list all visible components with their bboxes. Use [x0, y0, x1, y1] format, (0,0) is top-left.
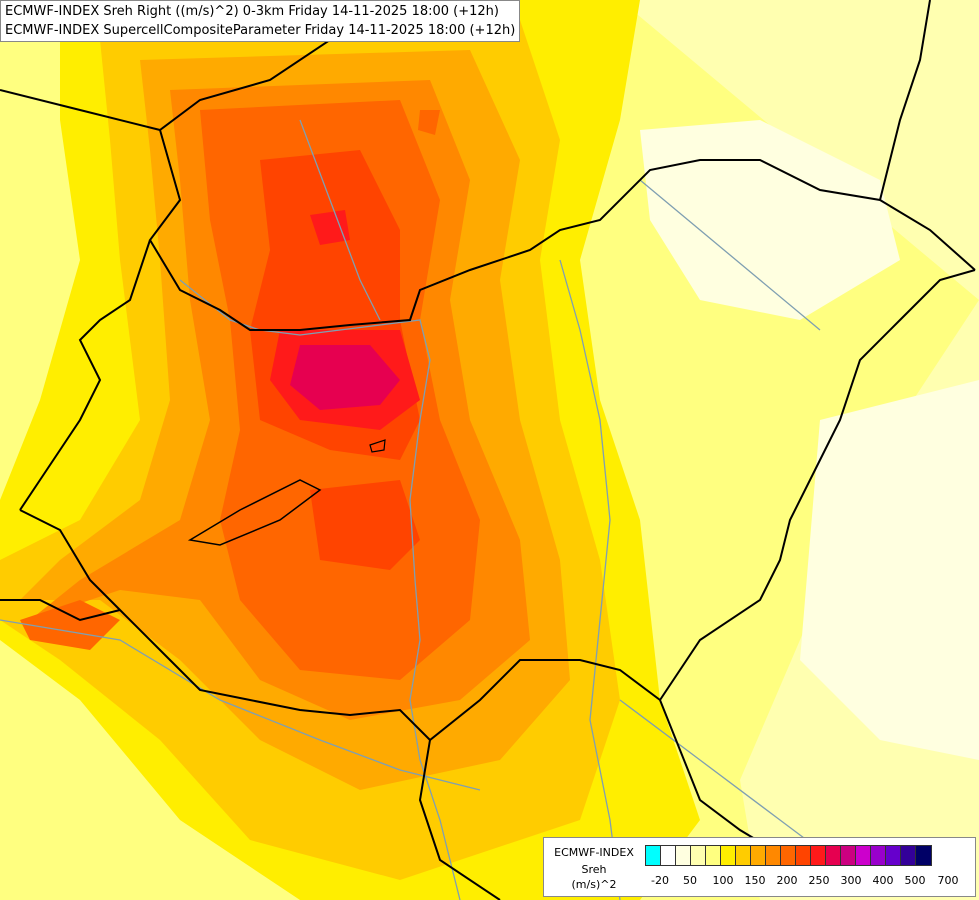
field-red-spot — [310, 210, 350, 245]
field-red-south — [310, 480, 420, 570]
legend-swatch-12 — [826, 846, 841, 865]
legend-swatch-17 — [901, 846, 916, 865]
legend-swatch-0 — [646, 846, 661, 865]
lake-velence — [369, 439, 386, 453]
legend-tick-7: 400 — [872, 874, 894, 887]
legend-swatch-3 — [691, 846, 706, 865]
rivers — [0, 119, 861, 900]
border-hr-rs — [418, 739, 501, 900]
legend-swatch-7 — [751, 846, 766, 865]
river-north-east — [639, 179, 821, 331]
legend-swatch-bar — [645, 845, 932, 866]
legend-variable: Sreh — [581, 863, 607, 876]
map-title-box: ECMWF-INDEX Sreh Right ((m/s)^2) 0-3km F… — [0, 0, 520, 42]
river-tisza — [559, 259, 621, 900]
title-line-2: ECMWF-INDEX SupercellCompositeParameter … — [5, 23, 516, 38]
legend-tick-labels: -20 50 100 150 200 250 300 400 500 700 — [645, 874, 975, 888]
legend-swatch-15 — [871, 846, 886, 865]
legend-swatch-4 — [706, 846, 721, 865]
legend-tick-1: 50 — [683, 874, 697, 887]
legend-tick-6: 300 — [840, 874, 862, 887]
legend-swatch-1 — [661, 846, 676, 865]
legend-swatch-6 — [736, 846, 751, 865]
legend-tick-5: 250 — [808, 874, 830, 887]
title-line-1: ECMWF-INDEX Sreh Right ((m/s)^2) 0-3km F… — [5, 4, 499, 19]
legend-title: ECMWF-INDEX — [554, 846, 634, 859]
border-sk-hu — [0, 89, 976, 331]
legend-tick-0: -20 — [651, 874, 669, 887]
legend-swatch-13 — [841, 846, 856, 865]
legend-swatch-2 — [676, 846, 691, 865]
legend-swatch-9 — [781, 846, 796, 865]
river-danube — [179, 279, 461, 900]
lake-balaton — [187, 479, 322, 546]
legend-tick-2: 100 — [712, 874, 734, 887]
legend-tick-9: 700 — [937, 874, 959, 887]
color-legend: ECMWF-INDEX Sreh (m/s)^2 -20 50 100 150 200 2… — [543, 837, 976, 897]
field-spot-north — [418, 110, 440, 135]
legend-tick-3: 150 — [744, 874, 766, 887]
legend-swatch-18 — [916, 846, 931, 865]
legend-swatch-16 — [886, 846, 901, 865]
legend-swatch-5 — [721, 846, 736, 865]
border-hu-ro — [659, 269, 976, 701]
field-lowest-north — [640, 120, 900, 320]
border-sk-ua — [879, 0, 931, 201]
legend-tick-4: 200 — [776, 874, 798, 887]
legend-tick-8: 500 — [904, 874, 926, 887]
legend-swatch-8 — [766, 846, 781, 865]
border-at-hu — [19, 239, 151, 511]
legend-swatch-10 — [796, 846, 811, 865]
legend-swatch-14 — [856, 846, 871, 865]
field-red-orange-west — [20, 600, 120, 650]
legend-unit: (m/s)^2 — [571, 878, 617, 891]
river-vah — [299, 119, 381, 321]
field-lowest-east — [800, 380, 979, 760]
river-drava — [0, 619, 481, 791]
field-crimson-core — [290, 345, 400, 410]
legend-swatch-11 — [811, 846, 826, 865]
border-si-hr — [0, 599, 121, 622]
